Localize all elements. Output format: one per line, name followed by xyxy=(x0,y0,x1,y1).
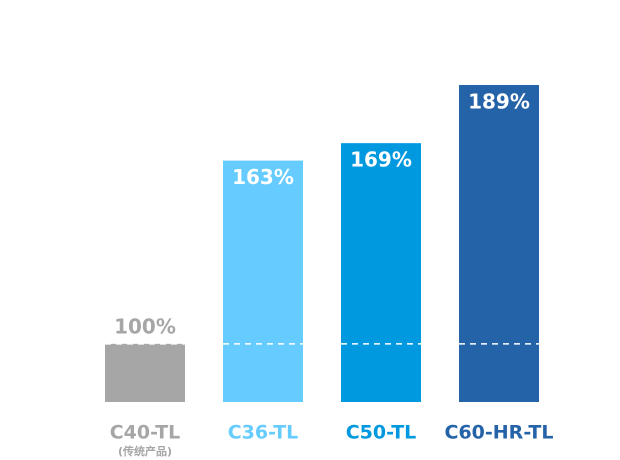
x-tick-label: C60-HR-TL xyxy=(445,422,554,444)
category-note: (传统产品) xyxy=(118,444,172,458)
value-label: 100% xyxy=(114,314,176,338)
bar xyxy=(341,143,421,403)
bar xyxy=(223,160,303,402)
x-tick-label: C36-TL xyxy=(228,422,299,444)
x-tick-label: C40-TL xyxy=(110,422,181,444)
bar xyxy=(459,84,539,402)
value-label: 169% xyxy=(350,148,412,172)
x-tick-label: C50-TL xyxy=(346,422,417,444)
value-label: 163% xyxy=(232,165,294,189)
bar xyxy=(105,343,185,402)
value-label: 189% xyxy=(468,89,530,113)
